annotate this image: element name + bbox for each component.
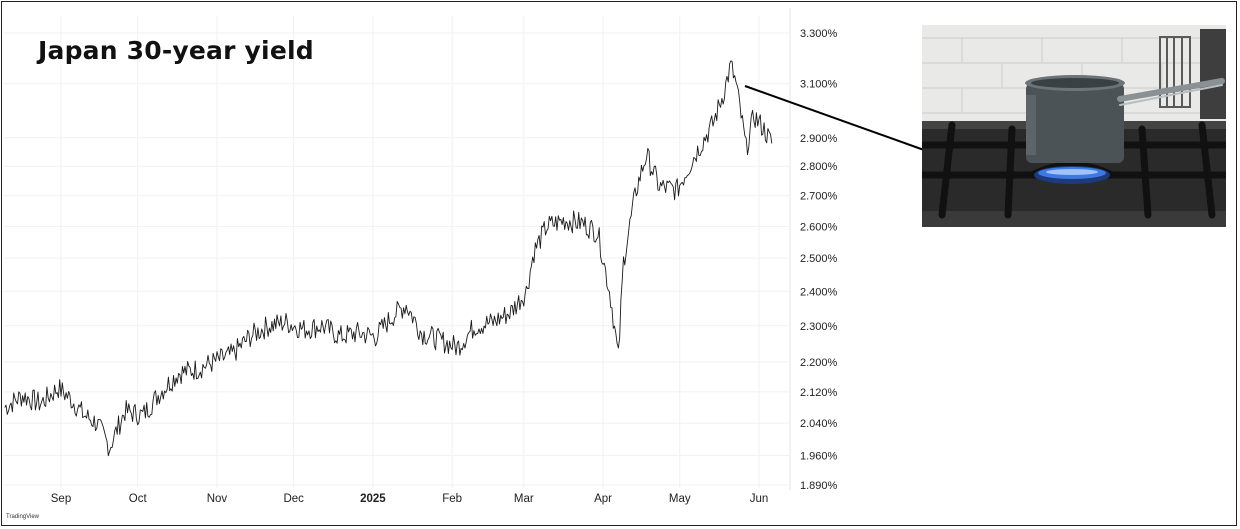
x-tick-label: May [669,493,691,505]
chart-title: Japan 30-year yield [38,36,314,65]
x-tick-label: Feb [442,493,462,505]
y-tick-label: 2.400% [800,286,838,298]
x-tick-label: Mar [514,493,534,505]
y-tick-label: 1.960% [800,451,838,463]
y-tick-label: 2.040% [800,418,838,430]
y-tick-label: 1.890% [800,480,838,492]
y-tick-label: 3.300% [800,28,838,40]
y-tick-label: 2.900% [800,133,838,145]
y-tick-label: 2.200% [800,357,838,369]
x-tick-label: 2025 [360,493,386,505]
pot-on-stove-image [922,25,1226,227]
callout-connector-line [744,85,925,151]
x-tick-label: Apr [594,493,612,505]
pot-on-gas-stove-icon [922,25,1226,227]
y-tick-label: 3.100% [800,79,838,91]
x-tick-label: Jun [750,493,769,505]
x-tick-label: Sep [51,493,71,505]
y-tick-label: 2.700% [800,191,838,203]
x-axis: Sep Oct Nov Dec 2025 Feb Mar Apr May Jun [51,493,769,505]
chart-grid [4,8,791,490]
x-tick-label: Nov [207,493,228,505]
y-tick-label: 2.500% [800,253,838,265]
yield-series-line [4,60,773,457]
y-tick-label: 2.120% [800,387,838,399]
y-tick-label: 2.600% [800,221,838,233]
y-axis: 3.300% 3.100% 2.900% 2.800% 2.700% 2.600% 2.50… [800,28,838,492]
x-tick-label: Dec [283,493,304,505]
y-tick-label: 2.800% [800,161,838,173]
y-tick-label: 2.300% [800,321,838,333]
chart-series [4,60,773,457]
tradingview-brand: TradingView [6,514,40,520]
x-tick-label: Oct [129,493,148,505]
